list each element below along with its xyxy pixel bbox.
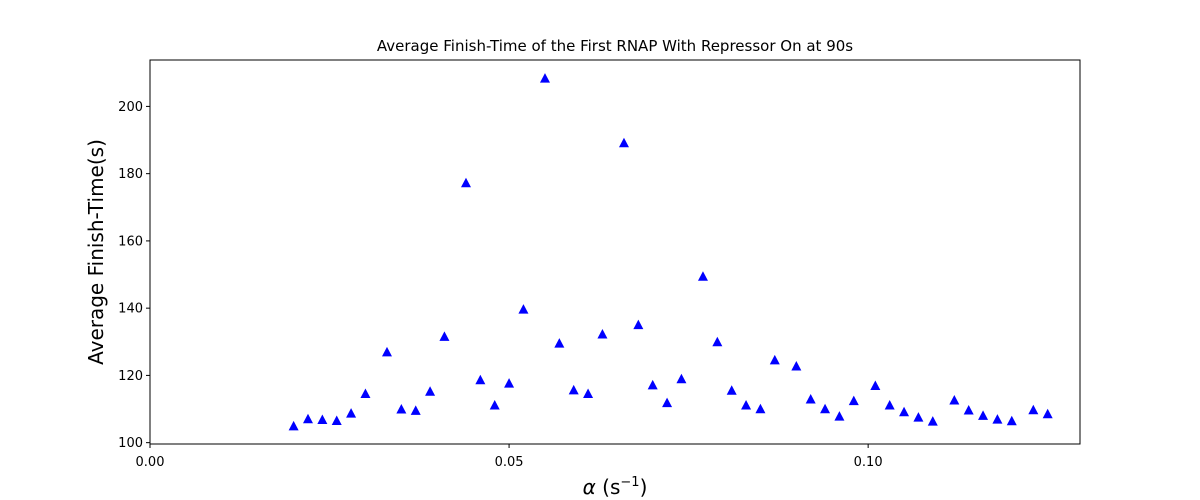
data-point <box>949 394 960 405</box>
data-point <box>460 177 471 188</box>
data-point <box>554 338 565 348</box>
x-axis: 0.00 0.05 0.10 <box>136 444 883 470</box>
x-axis-label-exponent: −1 <box>620 475 639 490</box>
x-axis-label-open: ( <box>596 475 610 499</box>
y-axis-label: Average Finish-Time(s) <box>84 139 108 365</box>
data-point <box>439 331 450 341</box>
data-point <box>992 414 1003 424</box>
data-point <box>870 380 881 390</box>
x-axis-label-unit: s <box>610 475 620 499</box>
data-point <box>769 354 780 365</box>
data-point <box>346 408 357 418</box>
data-point <box>288 420 299 431</box>
data-point <box>1028 404 1039 415</box>
y-axis: 100 120 140 160 180 200 <box>118 100 150 451</box>
data-point <box>425 386 436 396</box>
x-axis-label: α (s−1) <box>583 475 648 499</box>
data-point <box>913 412 924 422</box>
x-axis-label-close: ) <box>640 475 648 499</box>
data-point <box>805 393 816 404</box>
y-tick-label: 180 <box>118 167 143 182</box>
data-point <box>726 385 737 395</box>
y-tick-label: 200 <box>118 100 143 115</box>
data-point <box>1042 408 1053 419</box>
data-point <box>583 388 594 399</box>
data-point <box>331 415 342 425</box>
data-point <box>489 399 500 410</box>
data-point <box>676 373 687 384</box>
x-axis-label-symbol: α <box>583 475 596 499</box>
plot-area <box>149 59 1081 445</box>
data-point <box>518 304 529 314</box>
data-point <box>396 404 407 414</box>
data-point <box>755 403 766 414</box>
data-point <box>1006 415 1017 426</box>
x-tick-label: 0.00 <box>136 455 165 470</box>
data-point <box>381 346 392 357</box>
data-point <box>884 399 895 410</box>
data-point <box>662 397 673 408</box>
data-point <box>791 360 802 371</box>
data-points <box>288 73 1053 431</box>
data-point <box>927 416 938 426</box>
y-tick-label: 140 <box>118 302 143 317</box>
data-point <box>741 399 752 410</box>
chart-title: Average Finish-Time of the First RNAP Wi… <box>377 37 853 55</box>
data-point <box>317 414 328 424</box>
data-point <box>302 413 313 424</box>
data-point <box>848 395 859 406</box>
data-point <box>475 374 486 385</box>
data-point <box>899 406 910 417</box>
data-point <box>360 388 371 399</box>
data-point <box>834 411 845 421</box>
y-tick-label: 120 <box>118 369 143 384</box>
data-point <box>820 403 831 414</box>
data-point <box>978 410 989 420</box>
data-point <box>539 73 550 83</box>
data-point <box>568 384 579 395</box>
data-point <box>633 319 644 330</box>
data-point <box>697 271 708 281</box>
data-point <box>647 379 658 390</box>
y-tick-label: 100 <box>118 436 143 451</box>
data-point <box>963 405 974 415</box>
data-point <box>712 336 723 347</box>
data-point <box>504 378 515 388</box>
y-tick-label: 160 <box>118 234 143 249</box>
x-tick-label: 0.10 <box>854 455 883 470</box>
x-tick-label: 0.05 <box>495 455 524 470</box>
data-point <box>597 329 608 339</box>
data-point <box>410 405 421 415</box>
data-point <box>618 137 629 148</box>
